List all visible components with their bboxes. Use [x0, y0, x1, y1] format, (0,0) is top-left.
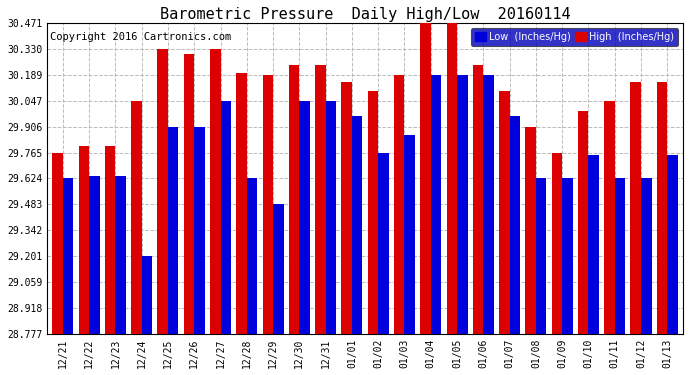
Bar: [641, 178, 651, 334]
Bar: [431, 75, 442, 334]
Bar: [273, 204, 284, 334]
Bar: [157, 49, 168, 334]
Title: Barometric Pressure  Daily High/Low  20160114: Barometric Pressure Daily High/Low 20160…: [160, 7, 571, 22]
Bar: [247, 178, 257, 334]
Bar: [63, 178, 73, 334]
Bar: [604, 101, 615, 334]
Bar: [131, 101, 141, 334]
Bar: [589, 155, 599, 334]
Bar: [446, 23, 457, 334]
Bar: [657, 82, 667, 334]
Bar: [184, 54, 194, 334]
Bar: [89, 177, 99, 334]
Bar: [115, 177, 126, 334]
Bar: [457, 75, 468, 334]
Bar: [562, 178, 573, 334]
Bar: [473, 66, 483, 334]
Bar: [551, 153, 562, 334]
Bar: [578, 111, 589, 334]
Bar: [210, 49, 221, 334]
Bar: [221, 101, 231, 334]
Bar: [525, 127, 536, 334]
Bar: [499, 91, 510, 334]
Bar: [79, 146, 89, 334]
Text: Copyright 2016 Cartronics.com: Copyright 2016 Cartronics.com: [50, 32, 231, 42]
Bar: [342, 82, 352, 334]
Bar: [194, 127, 205, 334]
Bar: [299, 101, 310, 334]
Bar: [315, 66, 326, 334]
Bar: [105, 146, 115, 334]
Bar: [631, 82, 641, 334]
Bar: [52, 153, 63, 334]
Bar: [289, 66, 299, 334]
Bar: [536, 178, 546, 334]
Bar: [420, 23, 431, 334]
Bar: [168, 127, 179, 334]
Bar: [263, 75, 273, 334]
Bar: [368, 91, 378, 334]
Bar: [404, 135, 415, 334]
Bar: [378, 153, 388, 334]
Bar: [483, 75, 494, 334]
Bar: [615, 178, 625, 334]
Legend: Low  (Inches/Hg), High  (Inches/Hg): Low (Inches/Hg), High (Inches/Hg): [471, 28, 678, 46]
Bar: [236, 73, 247, 334]
Bar: [394, 75, 404, 334]
Bar: [510, 116, 520, 334]
Bar: [352, 116, 362, 334]
Bar: [667, 155, 678, 334]
Bar: [141, 256, 152, 334]
Bar: [326, 101, 336, 334]
